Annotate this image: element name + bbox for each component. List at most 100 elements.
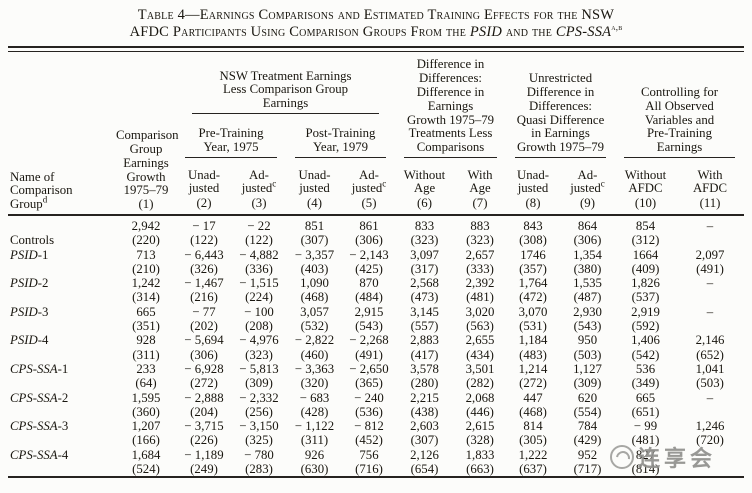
col-header-4-label: Unad- justed: [298, 167, 331, 196]
value-cell: − 3,715: [184, 419, 224, 434]
col-header-6: Without Age (6): [395, 158, 454, 215]
value-cell: 2,126: [410, 447, 439, 462]
row-label-text: -2: [57, 390, 69, 405]
se-cell: (503): [696, 376, 724, 391]
value-cell: − 780: [244, 447, 274, 462]
row-label: [8, 262, 116, 276]
value-cell: − 240: [354, 390, 384, 405]
value-cell: 1,595: [131, 390, 161, 405]
se-cell: (314): [132, 290, 160, 305]
se-cell: (630): [300, 462, 329, 477]
value-cell: 870: [359, 276, 379, 291]
se-cell: (468): [300, 290, 329, 305]
row-label-italic: PSID: [10, 276, 38, 291]
value-cell: 952: [577, 447, 598, 462]
value-cell: 928: [136, 333, 156, 348]
col-header-1: Comparison Group Earnings Growth 1975–79…: [116, 52, 179, 215]
table-title-line1: Table 4—Earnings Comparisons and Estimat…: [137, 7, 615, 23]
row-label: [8, 376, 116, 390]
value-cell: 843: [506, 213, 560, 234]
value-row: 2,942− 17− 22 851 861 833 883 843 864 854–: [8, 213, 745, 234]
se-cell: (282): [466, 376, 494, 391]
col-header-4: Unad- justed (4): [286, 158, 343, 215]
se-cell: (357): [519, 261, 547, 276]
se-cell: (306): [573, 233, 602, 248]
watermark-logo-icon: [610, 445, 634, 469]
se-row: (351) (202) (208) (532) (543) (557) (563) (531)…: [8, 319, 744, 333]
group-header-controlling-text: Controlling for All Observed Variables a…: [624, 85, 736, 158]
se-cell: (487): [573, 290, 602, 305]
col-header-11-num: (11): [699, 196, 721, 211]
value-cell: − 2,332: [239, 390, 279, 405]
se-cell: (814): [631, 462, 660, 477]
row-label: PSID-2: [8, 276, 116, 290]
se-cell: (308): [519, 233, 547, 248]
col-header-9-sup: c: [600, 179, 605, 190]
col-header-4-num: (4): [307, 196, 322, 211]
value-row: CPS-SSA-1 233 − 6,928 − 5,813 − 3,363 − 2,650…: [8, 362, 744, 376]
value-cell: − 6,928: [184, 361, 224, 376]
col-header-5-label: Ad- justed: [351, 167, 383, 196]
value-cell: − 4,882: [239, 247, 279, 262]
col-header-3-label: Ad- justed: [241, 167, 273, 196]
se-cell: (532): [300, 319, 329, 334]
value-cell: 3,145: [410, 304, 439, 319]
value-cell: 3,501: [465, 361, 495, 376]
col-header-9-num: (9): [580, 196, 595, 211]
value-cell: 1,242: [131, 276, 161, 291]
se-cell: (481): [466, 290, 494, 305]
col-header-5: Ad- justedc (5): [343, 158, 395, 215]
value-cell: − 3,363: [294, 361, 335, 376]
row-label: [8, 290, 116, 304]
se-cell: (403): [300, 261, 329, 276]
group-header-nsw-earnings: NSW Treatment Earnings Less Comparison G…: [176, 52, 395, 114]
stub-header: Name of Comparison Groupd: [8, 52, 116, 215]
se-cell: (208): [245, 319, 273, 334]
col-header-11-label: With AFDC: [692, 167, 728, 196]
se-cell: (204): [190, 404, 218, 419]
value-cell: − 2,143: [349, 247, 389, 262]
se-row: (314) (216) (224) (468) (484) (473) (481) (472)…: [8, 290, 744, 304]
row-label: [8, 433, 116, 447]
se-cell: (536): [355, 404, 383, 419]
value-cell: − 683: [299, 390, 330, 405]
se-cell: (280): [410, 376, 439, 391]
se-cell: (323): [245, 347, 273, 362]
value-cell: 2,655: [465, 333, 495, 348]
se-cell: (307): [410, 433, 439, 448]
se-cell: (563): [466, 319, 494, 334]
se-cell: (654): [410, 462, 439, 477]
value-cell: − 100: [244, 304, 274, 319]
se-cell: [676, 233, 744, 247]
col-header-6-label: Without Age: [403, 167, 446, 196]
se-cell: (429): [573, 433, 602, 448]
se-cell: (524): [132, 462, 160, 477]
col-header-11: With AFDC (11): [676, 158, 744, 215]
table-title-cps-ssa: CPS-SSA: [555, 24, 612, 40]
se-cell: (717): [573, 462, 602, 477]
value-row: CPS-SSA-4 1,684 − 1,189 − 780 926 756 2,126 1,8…: [8, 448, 744, 462]
value-cell: 1,184: [518, 333, 548, 348]
se-cell: (64): [135, 376, 157, 391]
group-header-controlling: Controlling for All Observed Variables a…: [615, 52, 744, 158]
se-cell: (481): [631, 433, 660, 448]
se-cell: (311): [132, 347, 160, 362]
col-header-7-label: With Age: [467, 167, 493, 196]
se-cell: (349): [631, 376, 660, 391]
value-cell: 1,826: [631, 276, 660, 291]
value-cell: − 77: [192, 304, 216, 319]
value-cell: 2,568: [410, 276, 439, 291]
value-cell: 447: [523, 390, 543, 405]
se-cell: (503): [573, 347, 602, 362]
se-cell: (272): [519, 376, 547, 391]
value-cell: 665: [635, 390, 656, 405]
value-cell: 2,097: [695, 247, 725, 262]
se-cell: (531): [519, 319, 547, 334]
value-cell: 854: [615, 213, 676, 234]
col-header-9: Ad- justedc (9): [560, 158, 615, 215]
row-label-text: -2: [37, 276, 49, 291]
value-cell: − 99: [633, 419, 658, 434]
col-header-8-num: (8): [525, 196, 541, 211]
se-cell: (484): [355, 290, 383, 305]
se-cell: (166): [132, 433, 160, 448]
